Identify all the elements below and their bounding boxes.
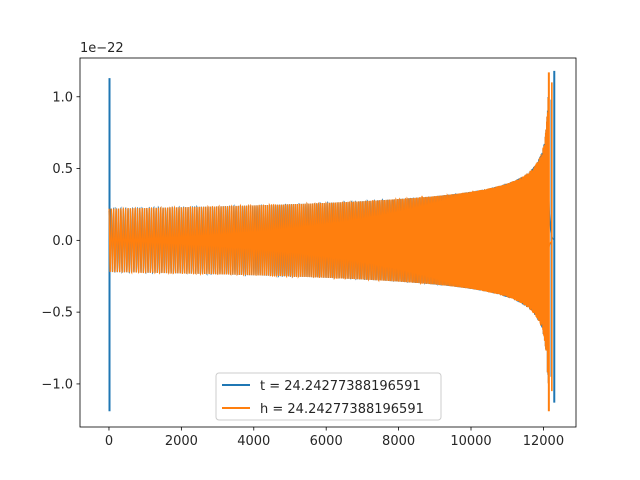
y-tick-label: −0.5: [41, 306, 73, 321]
x-tick-label: 0: [105, 434, 113, 449]
legend-label-t: t = 24.24277388196591: [260, 379, 421, 394]
y-offset-label: 1e−22: [80, 41, 124, 56]
y-tick-label: 1.0: [52, 90, 73, 105]
y-tick-label: 0.5: [52, 162, 73, 177]
x-tick-label: 8000: [382, 434, 415, 449]
x-tick-label: 2000: [165, 434, 198, 449]
x-axis: 0 2000 4000 6000 8000 10000 12000: [105, 427, 564, 449]
legend: t = 24.24277388196591 h = 24.24277388196…: [215, 372, 442, 421]
plot-frame: [79, 57, 577, 428]
x-tick-label: 6000: [310, 434, 343, 449]
legend-label-h: h = 24.24277388196591: [260, 402, 424, 417]
x-tick-label: 4000: [237, 434, 270, 449]
series-line-h: [108, 98, 553, 384]
y-tick-label: −1.0: [41, 377, 73, 392]
x-tick-label: 10000: [450, 434, 491, 449]
series-layer: [108, 70, 556, 412]
x-tick-label: 12000: [523, 434, 564, 449]
y-tick-label: 0.0: [52, 234, 73, 249]
y-axis: −1.0 −0.5 0.0 0.5 1.0: [41, 90, 80, 392]
legend-box: [215, 372, 442, 421]
